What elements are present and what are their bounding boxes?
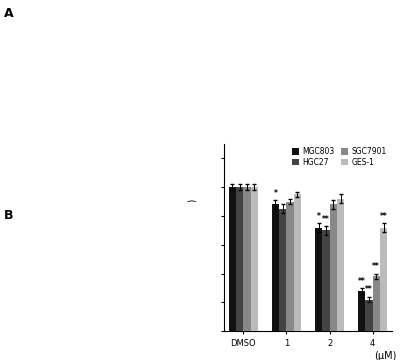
- Text: B: B: [4, 209, 14, 222]
- Bar: [229, 187, 236, 331]
- Bar: [365, 300, 373, 331]
- Text: *: *: [317, 212, 320, 221]
- Text: **: **: [358, 277, 366, 286]
- Legend: MGC803, HGC27, SGC7901, GES-1: MGC803, HGC27, SGC7901, GES-1: [289, 144, 390, 170]
- Text: (μM): (μM): [374, 351, 396, 360]
- Bar: [272, 204, 279, 331]
- Text: **: **: [372, 262, 380, 271]
- Bar: [243, 187, 251, 331]
- Text: A: A: [4, 7, 14, 20]
- Bar: [279, 209, 286, 331]
- Bar: [236, 187, 243, 331]
- Text: C: C: [187, 122, 196, 135]
- Bar: [294, 194, 301, 331]
- Bar: [337, 199, 344, 331]
- Bar: [373, 276, 380, 331]
- Text: *: *: [274, 189, 278, 198]
- Bar: [358, 291, 365, 331]
- Y-axis label: Cell Viability(%): Cell Viability(%): [188, 199, 198, 276]
- Bar: [315, 228, 322, 331]
- Bar: [251, 187, 258, 331]
- Bar: [330, 204, 337, 331]
- Text: **: **: [322, 215, 330, 224]
- Bar: [380, 228, 387, 331]
- Bar: [322, 230, 330, 331]
- Text: **: **: [380, 212, 388, 221]
- Bar: [286, 202, 294, 331]
- Text: **: **: [365, 285, 373, 294]
